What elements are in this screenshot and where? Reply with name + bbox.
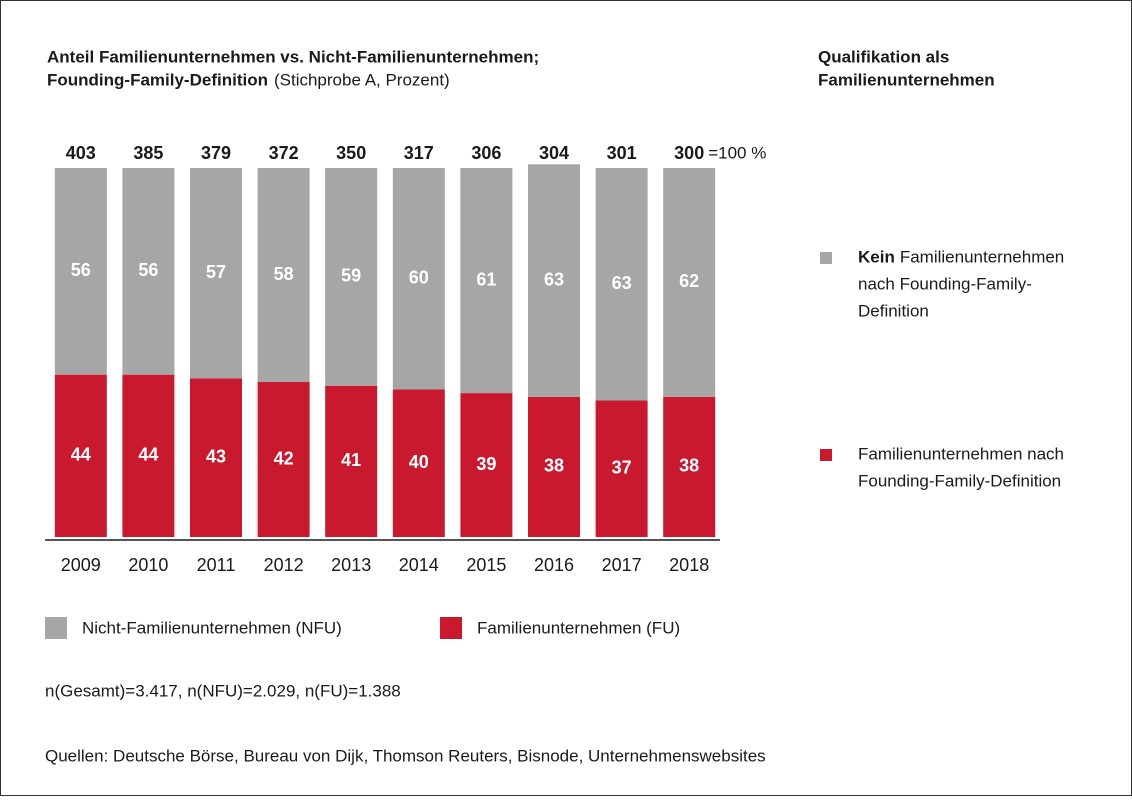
legend-swatch: [45, 617, 67, 639]
value-label: 56: [138, 260, 158, 280]
side-legend-line: Familienunternehmen: [900, 247, 1064, 266]
side-legend-line: nach Founding-Family-: [858, 274, 1032, 293]
value-label: 42: [274, 448, 294, 468]
total-label: 403: [66, 143, 96, 163]
bar-segment: [190, 168, 242, 379]
legend-swatch: [440, 617, 462, 639]
side-legend-line: Familienunternehmen nach: [858, 444, 1064, 463]
side-legend-line: Definition: [858, 301, 929, 320]
total-label: 301: [607, 143, 637, 163]
bar-segment: [392, 168, 445, 390]
value-label: 56: [71, 260, 91, 280]
bar-segment: [325, 168, 378, 386]
total-suffix: =100 %: [708, 143, 766, 162]
chart-title: Anteil Familienunternehmen vs. Nicht-Fam…: [47, 47, 539, 66]
legend-label: Nicht-Familienunternehmen (NFU): [82, 618, 342, 637]
total-label: 304: [539, 143, 569, 163]
side-title: Qualifikation als: [818, 47, 949, 66]
value-label: 58: [274, 264, 294, 284]
value-label: 38: [544, 456, 564, 476]
value-label: 44: [71, 445, 91, 465]
value-label: 63: [544, 269, 564, 289]
x-tick-label: 2010: [128, 555, 168, 575]
bar-segment: [528, 164, 580, 397]
value-label: 41: [341, 450, 361, 470]
x-tick-label: 2013: [331, 555, 371, 575]
note: n(Gesamt)=3.417, n(NFU)=2.029, n(FU)=1.3…: [45, 681, 401, 700]
value-label: 43: [206, 446, 226, 466]
value-label: 37: [612, 457, 632, 477]
bar-segment: [595, 400, 648, 537]
x-tick-label: 2011: [197, 555, 236, 575]
total-label: 379: [201, 143, 231, 163]
value-label: 62: [679, 271, 699, 291]
side-legend-bold: Kein: [858, 247, 895, 266]
x-tick-label: 2016: [534, 555, 574, 575]
total-label: 350: [336, 143, 366, 163]
bar-segment: [190, 378, 242, 537]
side-title: Familienunternehmen: [818, 70, 995, 89]
value-label: 44: [138, 445, 158, 465]
x-tick-label: 2012: [264, 555, 304, 575]
total-label: 372: [269, 143, 299, 163]
value-label: 63: [612, 273, 632, 293]
bar-segment: [122, 374, 175, 537]
x-tick-label: 2009: [61, 555, 101, 575]
value-label: 57: [206, 262, 226, 282]
bar-segment: [663, 168, 716, 397]
x-tick-label: 2014: [399, 555, 439, 575]
chart-subtitle: (Stichprobe A, Prozent): [274, 70, 450, 89]
bar-segment: [257, 168, 310, 383]
value-label: 40: [409, 452, 429, 472]
value-label: 39: [476, 454, 496, 474]
total-label: 300: [674, 143, 704, 163]
bar-segment: [663, 396, 716, 537]
total-label: 385: [133, 143, 163, 163]
bar-segment: [54, 374, 107, 537]
side-legend-swatch: [820, 252, 832, 264]
value-label: 59: [341, 266, 361, 286]
value-label: 60: [409, 267, 429, 287]
x-tick-label: 2015: [466, 555, 506, 575]
value-label: 61: [476, 269, 496, 289]
bar-segment: [257, 382, 310, 537]
side-legend-line: Founding-Family-Definition: [858, 471, 1061, 490]
total-label: 306: [471, 143, 501, 163]
note: Quellen: Deutsche Börse, Bureau von Dijk…: [45, 746, 766, 765]
side-legend-swatch: [820, 449, 832, 461]
bar-segment: [54, 168, 107, 375]
bar-segment: [595, 168, 648, 401]
x-tick-label: 2017: [602, 555, 642, 575]
bar-segment: [528, 396, 580, 537]
total-label: 317: [404, 143, 434, 163]
value-label: 38: [679, 456, 699, 476]
bar-segment: [460, 393, 513, 537]
chart-title: Founding-Family-Definition: [47, 70, 268, 89]
legend-label: Familienunternehmen (FU): [477, 618, 680, 637]
x-tick-label: 2018: [669, 555, 709, 575]
bar-segment: [122, 168, 175, 375]
bar-segment: [325, 385, 378, 537]
bar-segment: [460, 168, 513, 394]
bar-segment: [392, 389, 445, 537]
